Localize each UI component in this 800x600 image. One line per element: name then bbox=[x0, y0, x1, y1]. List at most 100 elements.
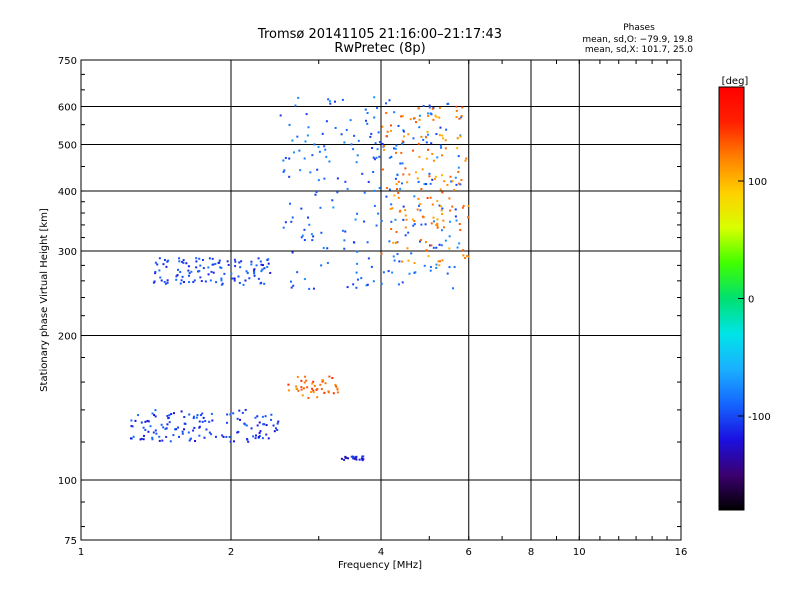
data-point bbox=[257, 257, 260, 260]
data-point bbox=[356, 154, 359, 157]
data-point bbox=[440, 229, 443, 232]
data-point bbox=[336, 391, 339, 394]
data-point bbox=[175, 278, 178, 281]
data-point bbox=[291, 139, 294, 142]
data-point bbox=[454, 176, 457, 179]
data-point bbox=[412, 137, 415, 140]
data-point bbox=[282, 170, 285, 173]
data-point bbox=[263, 267, 266, 270]
data-point bbox=[410, 252, 413, 255]
data-point bbox=[252, 269, 255, 272]
data-point bbox=[455, 115, 458, 118]
data-point bbox=[428, 106, 431, 109]
data-point bbox=[397, 283, 400, 286]
data-point bbox=[455, 105, 458, 108]
data-point bbox=[324, 148, 327, 151]
data-point bbox=[307, 216, 310, 219]
data-point bbox=[419, 240, 422, 243]
data-point bbox=[178, 435, 181, 438]
data-point bbox=[180, 279, 183, 282]
data-point bbox=[402, 130, 405, 133]
data-point bbox=[192, 415, 195, 418]
data-point bbox=[279, 114, 282, 117]
data-point bbox=[457, 170, 460, 173]
data-point bbox=[400, 115, 403, 118]
data-point bbox=[257, 277, 260, 280]
data-point bbox=[449, 209, 452, 212]
data-point bbox=[324, 382, 327, 385]
data-point bbox=[311, 239, 314, 242]
x-tick-label: 8 bbox=[528, 547, 534, 558]
data-point bbox=[328, 160, 331, 163]
data-point bbox=[447, 102, 450, 105]
data-point bbox=[134, 419, 137, 422]
data-point bbox=[300, 207, 303, 210]
data-point bbox=[336, 387, 339, 390]
data-point bbox=[260, 270, 263, 273]
data-point bbox=[381, 142, 384, 145]
colorbar-tick-label: -100 bbox=[748, 412, 771, 423]
data-point bbox=[423, 264, 426, 267]
data-point bbox=[344, 180, 347, 183]
data-point bbox=[177, 268, 180, 271]
data-point bbox=[142, 426, 145, 429]
data-point bbox=[233, 258, 236, 261]
data-point bbox=[201, 420, 204, 423]
data-point bbox=[208, 257, 211, 260]
data-point bbox=[415, 121, 418, 124]
data-point bbox=[380, 252, 383, 255]
data-point bbox=[435, 115, 438, 118]
data-point bbox=[269, 271, 272, 274]
data-point bbox=[385, 111, 388, 114]
data-point bbox=[419, 203, 422, 206]
data-point bbox=[147, 420, 150, 423]
data-point bbox=[458, 223, 461, 226]
colorbar-tick-label: 0 bbox=[748, 295, 754, 306]
data-point bbox=[323, 177, 326, 180]
data-point bbox=[219, 266, 222, 269]
data-point bbox=[177, 426, 180, 429]
data-point bbox=[427, 255, 430, 258]
data-point bbox=[366, 122, 369, 125]
data-point bbox=[264, 415, 267, 418]
data-point bbox=[413, 262, 416, 265]
data-point bbox=[444, 239, 447, 242]
data-point bbox=[196, 414, 199, 417]
data-point bbox=[380, 219, 383, 222]
data-point bbox=[208, 420, 211, 423]
data-point bbox=[152, 281, 155, 284]
data-point bbox=[162, 263, 165, 266]
data-point bbox=[313, 143, 316, 146]
data-points bbox=[129, 96, 470, 462]
data-point bbox=[222, 435, 225, 438]
data-point bbox=[422, 104, 425, 107]
data-point bbox=[393, 194, 396, 197]
data-point bbox=[204, 280, 207, 283]
data-point bbox=[332, 206, 335, 209]
data-point bbox=[166, 279, 169, 282]
data-point bbox=[308, 223, 311, 226]
data-point bbox=[230, 272, 233, 275]
data-point bbox=[317, 145, 320, 148]
data-point bbox=[181, 260, 184, 263]
data-point bbox=[428, 172, 431, 175]
data-point bbox=[238, 409, 241, 412]
data-point bbox=[195, 260, 198, 263]
data-point bbox=[442, 137, 445, 140]
data-point bbox=[371, 147, 374, 150]
data-point bbox=[217, 261, 220, 264]
data-point bbox=[362, 458, 365, 461]
data-point bbox=[360, 277, 363, 280]
data-point bbox=[394, 177, 397, 180]
data-point bbox=[292, 284, 295, 287]
data-point bbox=[154, 261, 157, 264]
data-point bbox=[297, 96, 300, 99]
data-point bbox=[244, 408, 247, 411]
data-point bbox=[220, 283, 223, 286]
data-point bbox=[448, 235, 451, 238]
data-point bbox=[176, 274, 179, 277]
data-point bbox=[430, 244, 433, 247]
data-point bbox=[460, 116, 463, 119]
data-point bbox=[162, 426, 165, 429]
data-point bbox=[390, 228, 393, 231]
